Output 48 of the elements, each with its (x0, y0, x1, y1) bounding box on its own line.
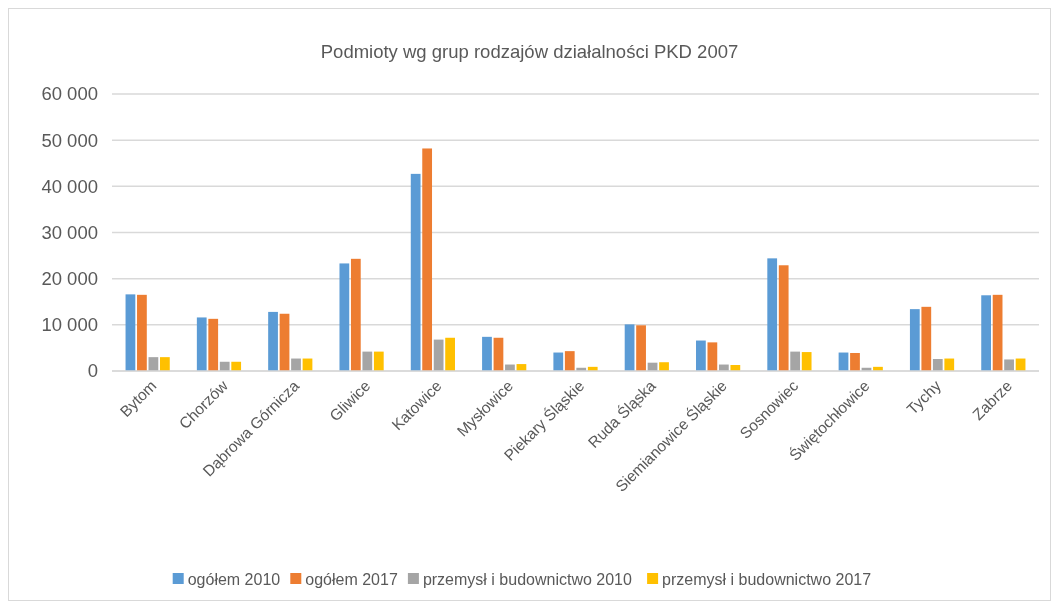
bar (350, 258, 361, 371)
y-tick-label: 0 (87, 360, 98, 382)
legend-label: ogółem 2010 (187, 570, 281, 588)
bar (291, 358, 301, 371)
bar (125, 294, 136, 371)
y-tick-label: 10 000 (41, 314, 98, 336)
bar (410, 173, 421, 371)
bar (208, 318, 219, 371)
bar (909, 309, 920, 371)
bar (801, 352, 812, 371)
bar (1004, 359, 1014, 371)
bar (553, 352, 564, 371)
bar (564, 351, 575, 371)
legend-label: ogółem 2017 (305, 570, 398, 588)
bar (268, 311, 278, 371)
bar (992, 294, 1003, 371)
bar (932, 359, 943, 371)
bar (339, 263, 350, 371)
chart-title: Podmioty wg grup rodzajów działalności PKD 2007 (320, 41, 739, 62)
bar (659, 362, 669, 371)
y-tick-label: 30 000 (41, 221, 98, 243)
bar (636, 325, 646, 371)
bar (790, 351, 801, 371)
legend-label: przemysł i budownictwo 2017 (662, 570, 872, 588)
bar (196, 317, 207, 371)
bar (624, 324, 635, 371)
bar (981, 295, 991, 371)
bar (279, 313, 290, 371)
y-tick-label: 60 000 (41, 83, 98, 105)
bar (445, 337, 455, 371)
y-tick-label: 50 000 (41, 129, 98, 151)
bar (778, 265, 789, 371)
bar (373, 351, 384, 371)
y-tick-label: 40 000 (41, 175, 98, 197)
bar (160, 357, 170, 371)
bar (944, 358, 955, 371)
bar (921, 306, 932, 371)
bar (707, 342, 718, 371)
legend-label: przemysł i budownictwo 2010 (422, 570, 632, 588)
bar (137, 294, 147, 371)
bar (482, 336, 492, 371)
bar (362, 351, 373, 371)
bar (767, 258, 778, 371)
bar (433, 339, 444, 371)
bar (850, 353, 860, 371)
bar (422, 148, 433, 371)
bar (696, 340, 706, 371)
y-tick-label: 20 000 (41, 268, 98, 290)
